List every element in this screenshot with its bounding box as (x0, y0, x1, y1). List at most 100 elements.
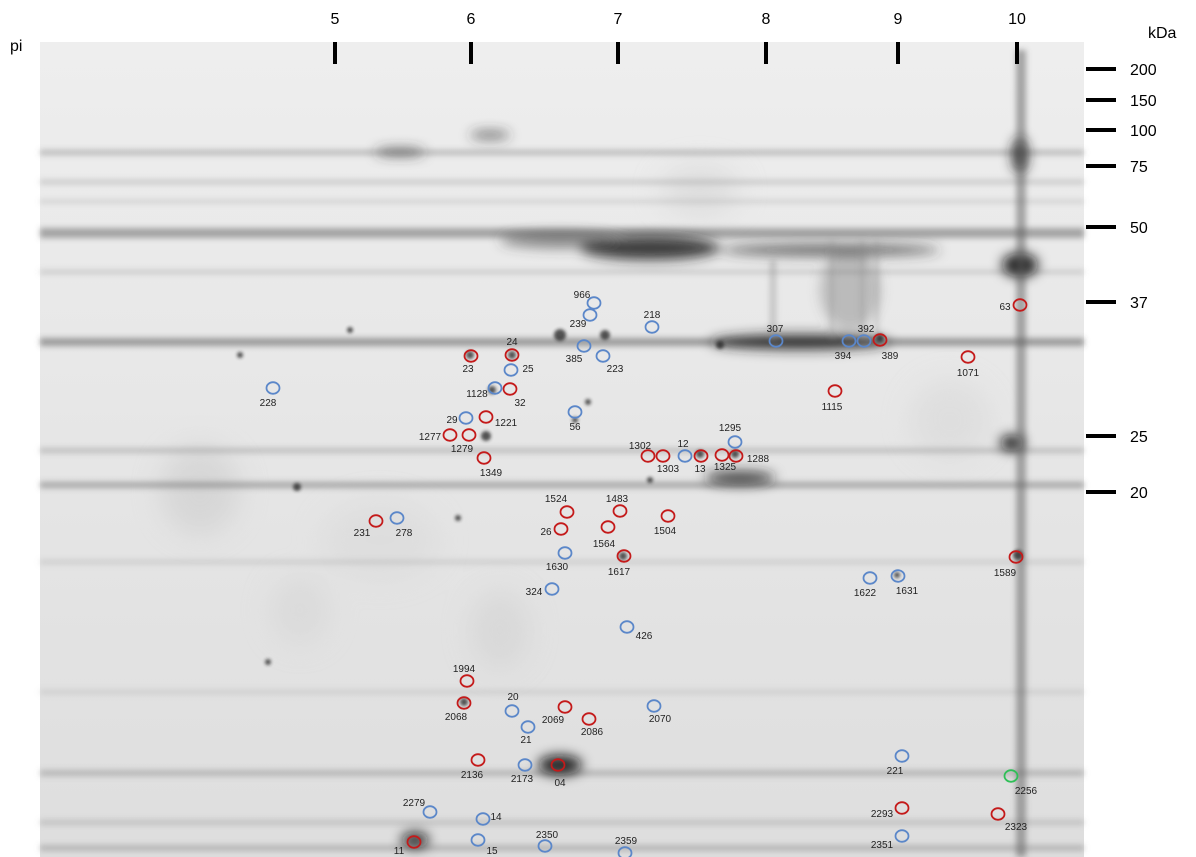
ph-tick-label-7: 7 (614, 11, 623, 28)
spot-label-2068: 2068 (445, 712, 468, 723)
spot-marker-26 (553, 522, 569, 536)
spot-marker-385 (576, 339, 592, 353)
spot-1631: 1631 (890, 569, 919, 597)
spot-marker-1617 (616, 549, 632, 563)
spot-marker-2136 (470, 753, 486, 767)
spot-966: 966 (574, 290, 602, 310)
mw-tick-mark-37 (1086, 300, 1116, 304)
spot-label-392: 392 (858, 324, 875, 335)
spot-label-1288: 1288 (747, 454, 770, 465)
spot-label-15: 15 (486, 846, 498, 857)
spot-label-426: 426 (636, 631, 653, 642)
spot-label-2086: 2086 (581, 727, 604, 738)
spot-label-2351: 2351 (871, 840, 894, 851)
mw-tick-label-25: 25 (1130, 429, 1148, 446)
spot-marker-1302 (640, 449, 656, 463)
spot-label-2070: 2070 (649, 714, 672, 725)
spot-1622: 1622 (854, 571, 878, 599)
spot-1288: 1288 (728, 449, 770, 465)
spot-14: 14 (475, 812, 502, 826)
spot-32: 32 (502, 382, 526, 409)
spot-1277: 1277 (419, 428, 458, 443)
spot-2256: 2256 (1003, 769, 1038, 797)
spot-marker-63 (1012, 298, 1028, 312)
spot-marker-1221 (478, 410, 494, 424)
spot-20: 20 (504, 692, 520, 718)
spot-label-2359: 2359 (615, 836, 638, 847)
spot-label-20: 20 (507, 692, 519, 703)
spot-marker-14 (475, 812, 491, 826)
spot-2070: 2070 (646, 699, 672, 725)
spot-label-1617: 1617 (608, 567, 631, 578)
spot-marker-278 (389, 511, 405, 525)
spot-2323: 2323 (990, 807, 1028, 833)
mw-tick-mark-20 (1086, 490, 1116, 494)
spot-marker-1325 (714, 448, 730, 462)
spot-marker-1630 (557, 546, 573, 560)
spot-marker-20 (504, 704, 520, 718)
spot-marker-1303 (655, 449, 671, 463)
spot-marker-324 (544, 582, 560, 596)
spot-1279: 1279 (451, 428, 477, 455)
spot-marker-218 (644, 320, 660, 334)
spot-label-1279: 1279 (451, 444, 474, 455)
spot-2068: 2068 (445, 696, 472, 723)
spot-marker-1631 (890, 569, 906, 583)
spot-label-2350: 2350 (536, 830, 559, 841)
spot-label-24: 24 (506, 337, 518, 348)
spot-label-21: 21 (520, 735, 532, 746)
spot-label-1622: 1622 (854, 588, 877, 599)
spot-label-385: 385 (566, 354, 583, 365)
spot-2136: 2136 (461, 753, 486, 781)
spot-2293: 2293 (871, 801, 910, 820)
ph-tick-label-8: 8 (762, 11, 771, 28)
spot-1115: 1115 (822, 384, 843, 413)
spot-label-2256: 2256 (1015, 786, 1038, 797)
spot-label-1115: 1115 (822, 402, 843, 413)
spot-218: 218 (644, 310, 661, 334)
spot-label-63: 63 (999, 302, 1011, 313)
spot-label-1295: 1295 (719, 423, 742, 434)
spot-label-1589: 1589 (994, 568, 1017, 579)
spot-label-1630: 1630 (546, 562, 569, 573)
spot-marker-1994 (459, 674, 475, 688)
spot-label-1524: 1524 (545, 494, 568, 505)
spot-marker-11 (406, 835, 422, 849)
spot-13: 13 (693, 449, 709, 475)
spot-label-2136: 2136 (461, 770, 484, 781)
spot-1504: 1504 (654, 509, 677, 537)
spot-marker-1277 (442, 428, 458, 442)
spot-21: 21 (520, 720, 536, 746)
spot-marker-1524 (559, 505, 575, 519)
spot-marker-32 (502, 382, 518, 396)
spot-label-966: 966 (574, 290, 591, 301)
spot-marker-29 (458, 411, 474, 425)
spot-marker-231 (368, 514, 384, 528)
spot-label-307: 307 (767, 324, 784, 335)
ph-tick-label-5: 5 (331, 11, 340, 28)
spot-label-278: 278 (396, 528, 413, 539)
spot-label-1349: 1349 (480, 468, 503, 479)
spot-marker-2086 (581, 712, 597, 726)
spot-marker-21 (520, 720, 536, 734)
spot-marker-23 (463, 349, 479, 363)
spot-marker-223 (595, 349, 611, 363)
spot-1617: 1617 (608, 549, 632, 578)
mw-tick-mark-75 (1086, 164, 1116, 168)
spot-1483: 1483 (606, 494, 629, 518)
spot-label-389: 389 (882, 351, 899, 362)
spot-marker-1483 (612, 504, 628, 518)
spot-marker-1589 (1008, 550, 1024, 564)
spot-marker-2069 (557, 700, 573, 714)
spot-label-13: 13 (694, 464, 706, 475)
spot-label-04: 04 (554, 778, 566, 789)
spot-24: 24 (504, 337, 520, 362)
spot-239: 239 (570, 308, 598, 330)
mw-tick-label-150: 150 (1130, 93, 1157, 110)
spot-392: 392 (856, 324, 875, 348)
spot-324: 324 (526, 582, 560, 598)
mw-axis-label: kDa (1148, 25, 1177, 42)
mw-tick-label-37: 37 (1130, 295, 1148, 312)
